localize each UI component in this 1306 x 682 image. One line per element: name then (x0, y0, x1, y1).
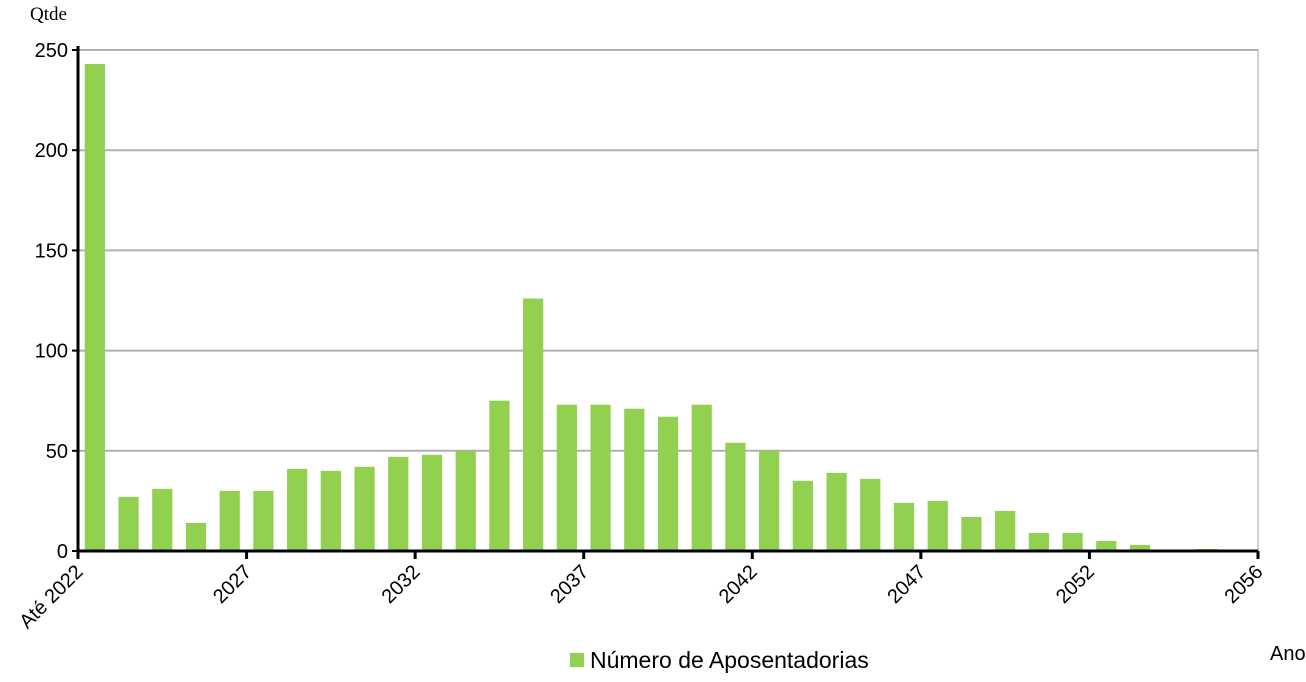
bar (927, 500, 948, 551)
x-tick-label: 2056 (1221, 561, 1268, 608)
x-tick-label: Até 2022 (15, 561, 87, 633)
x-tick-label: 2052 (1052, 561, 1099, 608)
y-tick-label: 50 (46, 441, 68, 463)
bar (556, 404, 577, 551)
bar (152, 488, 173, 551)
bar (1062, 532, 1083, 551)
bar (961, 516, 982, 551)
bar (691, 404, 712, 551)
bar (657, 416, 679, 551)
legend-swatch (570, 653, 584, 667)
bar (320, 470, 341, 551)
bar (1096, 540, 1117, 551)
bar (185, 522, 207, 551)
bar (388, 456, 409, 551)
bar (523, 298, 544, 551)
x-tick-label: 2032 (378, 561, 425, 608)
bar (826, 472, 847, 551)
bar (590, 404, 611, 551)
x-tick-label: 2042 (715, 561, 762, 608)
bar (455, 450, 476, 551)
bar (1028, 532, 1049, 551)
bar (421, 454, 443, 551)
x-axis-title: Ano (1270, 643, 1306, 665)
bar (118, 496, 139, 551)
y-axis-title: Qtde (30, 4, 67, 25)
x-tick-label: 2037 (546, 561, 593, 608)
bar (489, 400, 510, 551)
bar (624, 408, 645, 551)
bar (860, 478, 881, 551)
bar (792, 480, 813, 551)
y-tick-label: 200 (35, 140, 68, 162)
legend-label: Número de Aposentadorias (590, 647, 869, 673)
bar (725, 442, 746, 551)
y-tick-label: 0 (57, 541, 68, 563)
bar (1129, 544, 1151, 551)
bar (893, 502, 915, 551)
bar (995, 510, 1016, 551)
bar (219, 490, 240, 551)
x-tick-label: 2047 (883, 561, 930, 608)
bar (759, 450, 780, 551)
bar (354, 466, 375, 551)
y-tick-label: 150 (35, 240, 68, 262)
bar (84, 64, 105, 551)
bar (253, 490, 274, 551)
bar (287, 468, 308, 551)
x-tick-label: 2027 (209, 561, 256, 608)
y-tick-label: 100 (35, 341, 68, 363)
y-tick-label: 250 (35, 40, 68, 62)
